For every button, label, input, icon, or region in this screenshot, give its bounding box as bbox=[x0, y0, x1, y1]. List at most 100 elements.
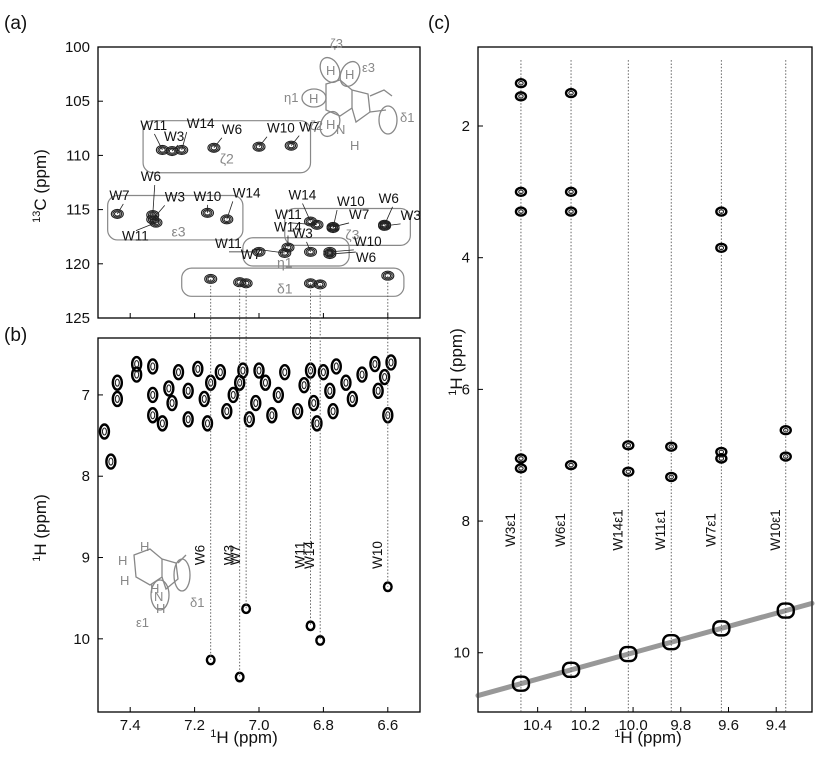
peak-label: W14 bbox=[233, 185, 261, 200]
strip-peak bbox=[514, 453, 528, 464]
strip-peak bbox=[564, 87, 578, 99]
cross-peak-W10 bbox=[382, 581, 393, 593]
diagonal-peak bbox=[511, 675, 531, 692]
peak-contour bbox=[286, 141, 297, 150]
peak-contour bbox=[110, 208, 124, 219]
panel-c-strips: W3ε1 W6ε1 W14ε1 W11ε1 W7ε1 W10ε1 bbox=[475, 60, 815, 712]
inset-epsilon3-label: ε3 bbox=[362, 60, 375, 75]
inset-b-epsilon1-label: ε1 bbox=[136, 615, 149, 630]
inset-b-h1-label: H bbox=[140, 539, 149, 554]
peak-contour bbox=[208, 143, 219, 152]
panel-c-ytick-label: 2 bbox=[462, 118, 470, 135]
peak-label: W10 bbox=[337, 194, 365, 209]
strip-peak-core bbox=[568, 189, 574, 195]
peak-label: W11 bbox=[215, 236, 242, 251]
peak-contour bbox=[384, 273, 392, 279]
peak-label-leader bbox=[288, 222, 317, 226]
aromatic-peak-core bbox=[169, 398, 175, 408]
strip-label: W10ε1 bbox=[768, 509, 783, 550]
aromatic-peak-core bbox=[185, 415, 191, 424]
aromatic-peak-core bbox=[204, 419, 211, 428]
strip-peak-core bbox=[783, 454, 789, 459]
aromatic-peak-core bbox=[108, 457, 114, 466]
peak-label-leader bbox=[258, 136, 268, 147]
inset-h2-label: H bbox=[345, 67, 354, 82]
peak-label-leader bbox=[329, 249, 354, 253]
aromatic-peak-core bbox=[101, 427, 107, 436]
aromatic-peak bbox=[147, 407, 159, 424]
aromatic-peak-core bbox=[159, 419, 165, 428]
aromatic-peak bbox=[308, 394, 320, 412]
region-label: ε3 bbox=[171, 223, 185, 239]
inset-n-label: N bbox=[336, 122, 345, 137]
peak-label: W7 bbox=[241, 247, 261, 262]
aromatic-peak bbox=[147, 358, 159, 375]
panel-a-ytick-label: 105 bbox=[65, 93, 90, 110]
peak-label-leader bbox=[332, 222, 350, 228]
aromatic-peak bbox=[237, 362, 249, 379]
strip-label: W6ε1 bbox=[553, 513, 568, 547]
region-label: η1 bbox=[277, 255, 293, 271]
panel-a-ylabel: 13C (ppm) bbox=[31, 149, 50, 223]
panel-a-ytick-label: 110 bbox=[66, 147, 90, 164]
panel-c-xtick-label: 10.4 bbox=[523, 717, 552, 734]
aromatic-peak-core bbox=[295, 407, 301, 416]
inset-h-n-label: H bbox=[350, 138, 359, 153]
strip-peak bbox=[715, 242, 728, 254]
panel-c-ytick-label: 4 bbox=[462, 250, 470, 267]
aromatic-peak-core bbox=[230, 390, 236, 399]
inset-h3-label: H bbox=[309, 91, 318, 106]
strip-peak-core bbox=[668, 444, 674, 450]
aromatic-peak bbox=[163, 380, 175, 397]
strip-peak-core bbox=[668, 474, 674, 480]
panel-b-axes: 7 8 9 10 7.4 7.2 7.0 6.8 6.6 bbox=[73, 337, 421, 734]
aromatic-peak bbox=[327, 402, 339, 420]
peak-label-leader bbox=[226, 201, 234, 220]
peak-label-leader bbox=[152, 205, 166, 220]
peak-contour bbox=[113, 211, 121, 217]
panel-a: (a) 13C (ppm) 100 105 110 115 120 125 ζ2 ε3 ζ3 η… bbox=[4, 13, 421, 327]
panel-b-label: (b) bbox=[4, 325, 27, 346]
inset-zeta3-label: ζ3 bbox=[330, 36, 343, 51]
diagonal-peak bbox=[662, 634, 681, 651]
indole-structure-inset-a: N H H H H H ζ3 ε3 η1 ζ2 δ1 bbox=[284, 36, 414, 153]
inset-eta1-label: η1 bbox=[284, 90, 298, 105]
aromatic-peak bbox=[259, 374, 272, 391]
peak-label-leader bbox=[290, 135, 300, 146]
peak-label-leader bbox=[384, 206, 393, 225]
diagonal-peak bbox=[619, 645, 638, 663]
peak-label-leader bbox=[302, 203, 311, 222]
aromatic-peak-core bbox=[327, 386, 333, 395]
region-label: ζ3 bbox=[345, 227, 359, 243]
panel-c-axes: 2 4 6 8 10 10.4 10.2 10.0 9.8 9.6 9.4 bbox=[453, 46, 813, 734]
panel-b-ytick-label: 10 bbox=[73, 631, 90, 648]
peak-label: W3 bbox=[164, 129, 184, 144]
peak-contour bbox=[221, 215, 232, 224]
panel-b-xlabel: 1H (ppm) bbox=[210, 728, 278, 747]
strip-peak bbox=[564, 459, 578, 471]
aromatic-peak-core bbox=[224, 407, 230, 416]
panel-b-ytick-label: 9 bbox=[82, 550, 90, 567]
aromatic-peak bbox=[291, 402, 304, 420]
panel-c: (c) 1H (ppm) 1H (ppm) 2 4 6 8 10 10.4 10.2 10.0… bbox=[428, 13, 815, 747]
panel-a-peaks bbox=[110, 140, 395, 290]
aromatic-peak-core bbox=[349, 394, 355, 404]
panel-a-ytick-label: 120 bbox=[65, 256, 90, 273]
aromatic-peak bbox=[221, 402, 233, 420]
aromatic-peak bbox=[330, 358, 342, 375]
aromatic-peak-core bbox=[253, 398, 259, 408]
strip-peak bbox=[622, 466, 635, 477]
aromatic-peak bbox=[311, 415, 323, 432]
peak-label: W6 bbox=[379, 191, 399, 206]
aromatic-peak bbox=[172, 363, 185, 381]
peak-contour bbox=[278, 247, 292, 259]
strip-peak-core bbox=[718, 449, 725, 455]
peak-contour bbox=[284, 140, 298, 151]
region-box-4 bbox=[181, 267, 405, 297]
peak-contour bbox=[378, 220, 392, 231]
strip-label: W7ε1 bbox=[703, 513, 718, 547]
peak-contour bbox=[151, 218, 161, 227]
aromatic-peak bbox=[250, 394, 262, 412]
cross-peak-label: W6 bbox=[193, 545, 208, 565]
panel-b-xtick-label: 7.2 bbox=[184, 717, 205, 734]
